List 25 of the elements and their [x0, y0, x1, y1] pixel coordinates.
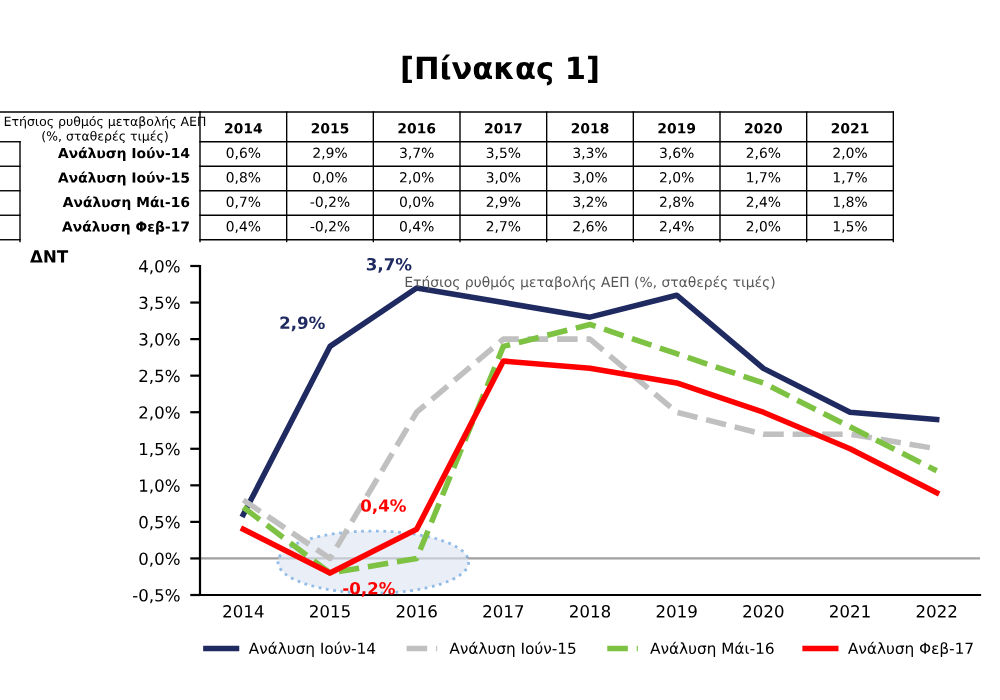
annotation: 3,7%: [366, 257, 412, 273]
y-tick-label: -0,5%: [133, 588, 180, 604]
y-tick-label: 1,0%: [140, 479, 180, 494]
y-tick-label: 2,5%: [139, 369, 180, 384]
x-tick-label: 2015: [310, 605, 350, 618]
x-tick-label: 2014: [223, 605, 264, 618]
y-tick-label: 0,5%: [139, 515, 180, 531]
y-tick-label: 2,0%: [139, 406, 180, 421]
text: ΔΝΤ: [30, 250, 69, 263]
x-tick-label: 2016: [396, 605, 437, 618]
y-tick-label: 3,0%: [139, 333, 180, 348]
annotation: -0,2%: [343, 581, 395, 597]
annotation: 2,9%: [280, 316, 325, 332]
y-tick-label: 3,5%: [139, 296, 180, 311]
x-tick-label: 2020: [743, 605, 784, 618]
chart-title: [Πίνακας 1]: [402, 54, 598, 86]
x-tick-label: 2018: [570, 605, 611, 618]
y-tick-label: 1,5%: [140, 442, 180, 458]
y-tick-label: 0,0%: [139, 552, 180, 567]
x-tick-label: 2017: [483, 605, 524, 618]
y-tick-label: 4,0%: [139, 259, 180, 275]
x-tick-label: 2021: [830, 605, 870, 618]
x-tick-label: 2019: [656, 605, 697, 618]
annotation: 0,4%: [361, 499, 406, 514]
x-tick-label: 2022: [916, 605, 957, 618]
